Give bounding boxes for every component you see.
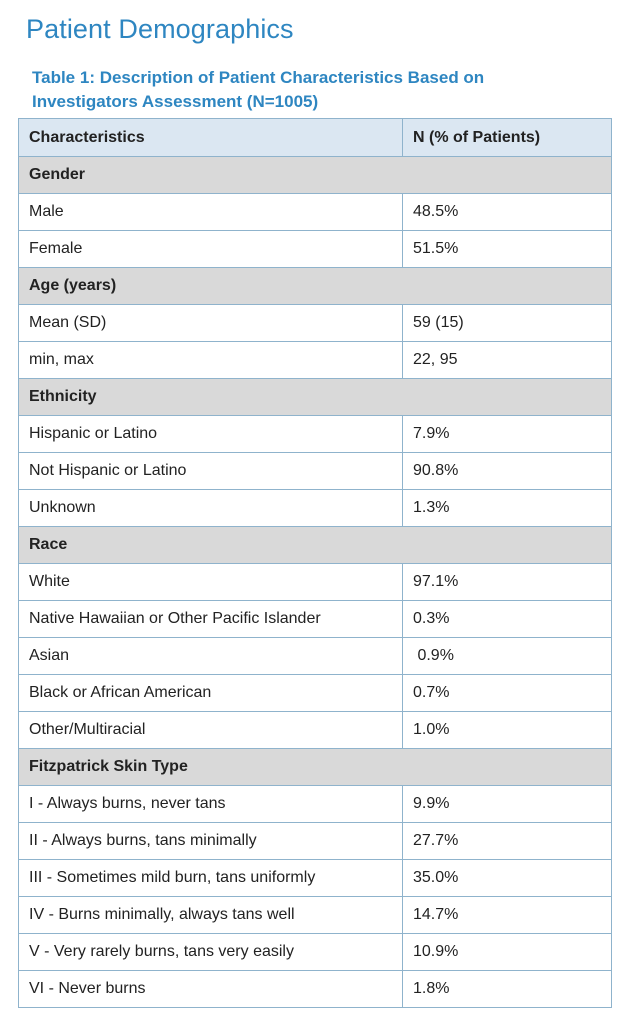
header-n-percent: N (% of Patients) bbox=[402, 118, 612, 157]
characteristic-cell: IV - Burns minimally, always tans well bbox=[18, 896, 403, 934]
value-cell: 1.3% bbox=[402, 489, 612, 527]
characteristic-cell: VI - Never burns bbox=[18, 970, 403, 1008]
table-row: VI - Never burns 1.8% bbox=[18, 970, 612, 1008]
characteristic-cell: Native Hawaiian or Other Pacific Islande… bbox=[18, 600, 403, 638]
value-cell: 0.3% bbox=[402, 600, 612, 638]
value-cell: 51.5% bbox=[402, 230, 612, 268]
section-title: Age (years) bbox=[18, 267, 612, 305]
section-title: Race bbox=[18, 526, 612, 564]
value-cell: 1.8% bbox=[402, 970, 612, 1008]
value-cell: 22, 95 bbox=[402, 341, 612, 379]
value-cell: 0.7% bbox=[402, 674, 612, 712]
table-row: Female 51.5% bbox=[18, 230, 612, 268]
table-caption: Table 1: Description of Patient Characte… bbox=[32, 68, 485, 111]
value-cell: 90.8% bbox=[402, 452, 612, 490]
table-row: Mean (SD) 59 (15) bbox=[18, 304, 612, 342]
table-row: Hispanic or Latino 7.9% bbox=[18, 415, 612, 453]
table-row: Other/Multiracial 1.0% bbox=[18, 711, 612, 749]
characteristic-cell: Unknown bbox=[18, 489, 403, 527]
characteristic-cell: Mean (SD) bbox=[18, 304, 403, 342]
characteristic-cell: Male bbox=[18, 193, 403, 231]
section-row: Fitzpatrick Skin Type bbox=[18, 748, 612, 786]
characteristic-cell: Hispanic or Latino bbox=[18, 415, 403, 453]
value-cell: 59 (15) bbox=[402, 304, 612, 342]
table-row: III - Sometimes mild burn, tans uniforml… bbox=[18, 859, 612, 897]
section-row: Gender bbox=[18, 156, 612, 194]
value-cell: 9.9% bbox=[402, 785, 612, 823]
characteristic-cell: Black or African American bbox=[18, 674, 403, 712]
section-row: Age (years) bbox=[18, 267, 612, 305]
table-body: Gender Male 48.5% Female 51.5% Age (years) Mea… bbox=[18, 156, 612, 1008]
table-row: IV - Burns minimally, always tans well 14… bbox=[18, 896, 612, 934]
table-row: min, max 22, 95 bbox=[18, 341, 612, 379]
header-characteristics: Characteristics bbox=[18, 118, 403, 157]
section-title: Gender bbox=[18, 156, 612, 194]
value-cell: 7.9% bbox=[402, 415, 612, 453]
value-cell: 0.9% bbox=[402, 637, 612, 675]
value-cell: 27.7% bbox=[402, 822, 612, 860]
characteristic-cell: III - Sometimes mild burn, tans uniforml… bbox=[18, 859, 403, 897]
table-row: Native Hawaiian or Other Pacific Islande… bbox=[18, 600, 612, 638]
demographics-table: Characteristics N (% of Patients) Gender… bbox=[18, 118, 612, 1008]
section-title: Ethnicity bbox=[18, 378, 612, 416]
table-row: Asian 0.9% bbox=[18, 637, 612, 675]
value-cell: 97.1% bbox=[402, 563, 612, 601]
value-cell: 14.7% bbox=[402, 896, 612, 934]
characteristic-cell: min, max bbox=[18, 341, 403, 379]
characteristic-cell: II - Always burns, tans minimally bbox=[18, 822, 403, 860]
value-cell: 35.0% bbox=[402, 859, 612, 897]
table-row: White 97.1% bbox=[18, 563, 612, 601]
characteristic-cell: I - Always burns, never tans bbox=[18, 785, 403, 823]
value-cell: 10.9% bbox=[402, 933, 612, 971]
table-row: I - Always burns, never tans 9.9% bbox=[18, 785, 612, 823]
table-header-row: Characteristics N (% of Patients) bbox=[18, 118, 612, 157]
table-row: Male 48.5% bbox=[18, 193, 612, 231]
table-row: Unknown 1.3% bbox=[18, 489, 612, 527]
table-row: V - Very rarely burns, tans very easily 1… bbox=[18, 933, 612, 971]
section-row: Race bbox=[18, 526, 612, 564]
characteristic-cell: Female bbox=[18, 230, 403, 268]
characteristic-cell: Not Hispanic or Latino bbox=[18, 452, 403, 490]
characteristic-cell: Other/Multiracial bbox=[18, 711, 403, 749]
table-row: II - Always burns, tans minimally 27.7% bbox=[18, 822, 612, 860]
table-row: Not Hispanic or Latino 90.8% bbox=[18, 452, 612, 490]
characteristic-cell: White bbox=[18, 563, 403, 601]
value-cell: 48.5% bbox=[402, 193, 612, 231]
value-cell: 1.0% bbox=[402, 711, 612, 749]
characteristic-cell: Asian bbox=[18, 637, 403, 675]
section-title: Fitzpatrick Skin Type bbox=[18, 748, 612, 786]
page-title: Patient Demographics bbox=[26, 14, 294, 44]
table-row: Black or African American 0.7% bbox=[18, 674, 612, 712]
section-row: Ethnicity bbox=[18, 378, 612, 416]
characteristic-cell: V - Very rarely burns, tans very easily bbox=[18, 933, 403, 971]
